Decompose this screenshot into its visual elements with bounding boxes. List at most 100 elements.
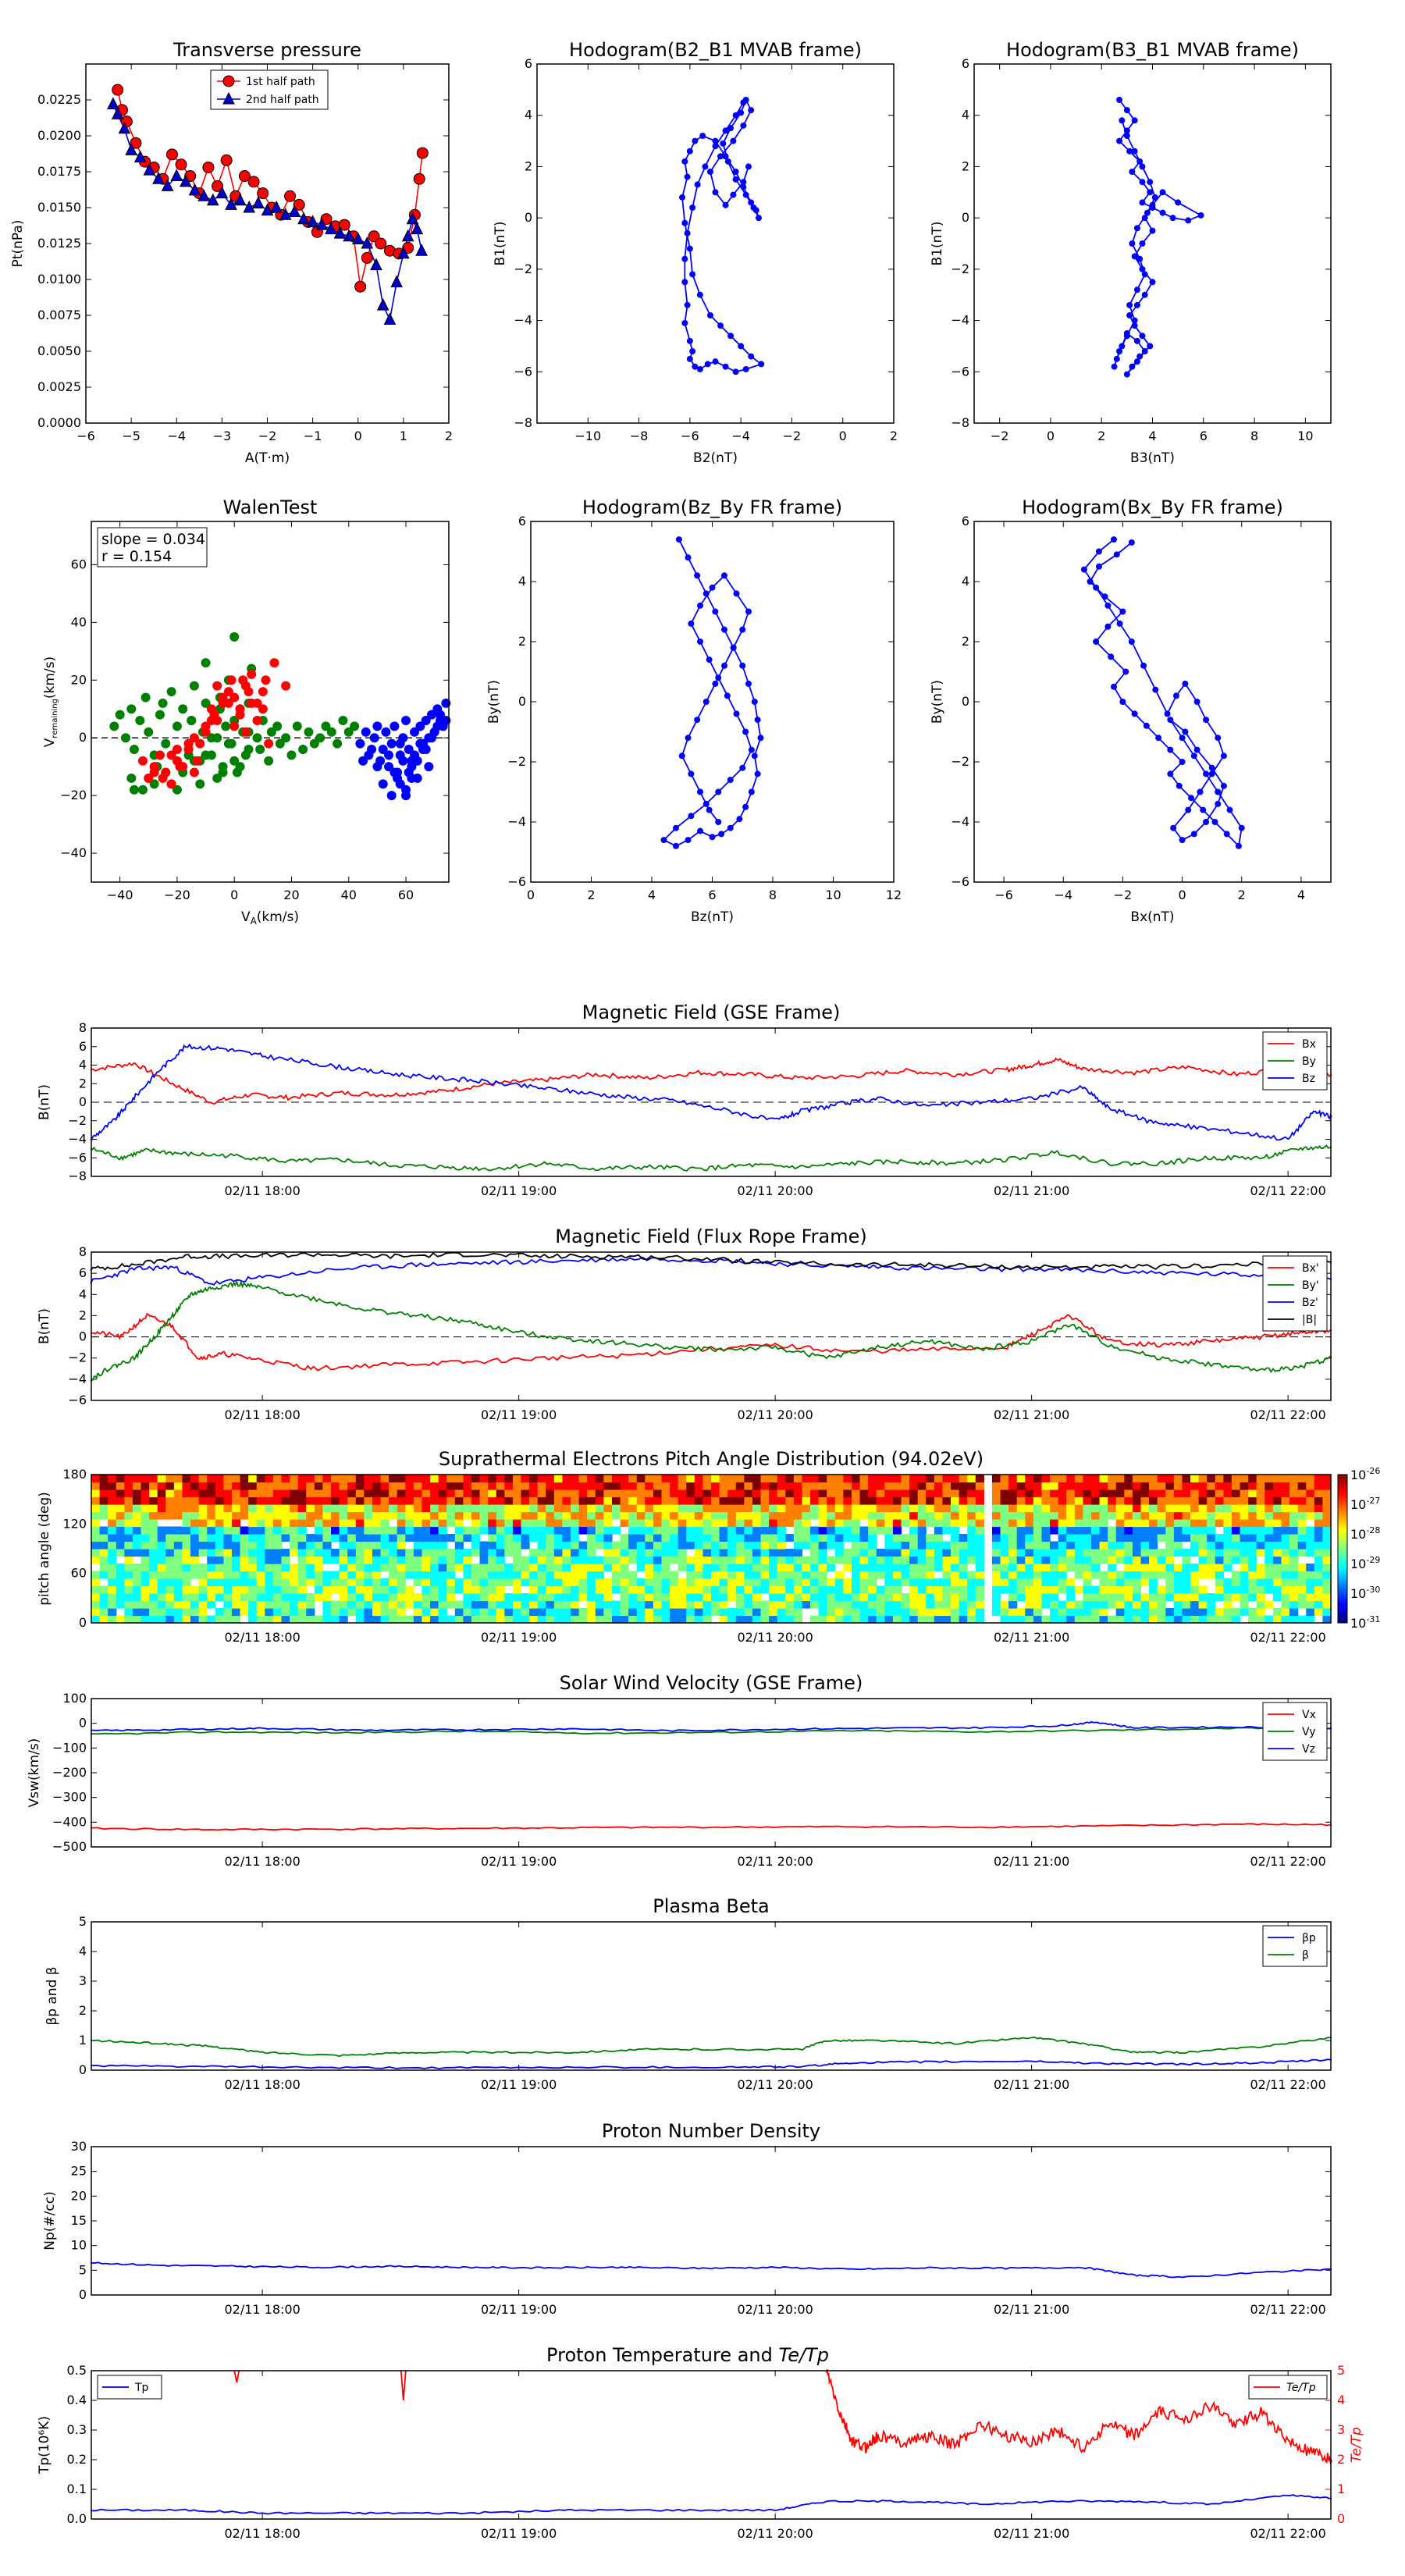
- heatmap-cell: [99, 1489, 108, 1498]
- heatmap-cell: [1066, 1519, 1076, 1528]
- heatmap-cell: [653, 1511, 663, 1520]
- hodogram-point: [679, 194, 686, 201]
- heatmap-cell: [182, 1475, 191, 1483]
- heatmap-cell: [777, 1564, 786, 1572]
- time-tick-label: 02/11 22:00: [1250, 2526, 1325, 2541]
- heatmap-cell: [1157, 1615, 1166, 1624]
- x-tick-label: −4: [167, 429, 186, 443]
- heatmap-cell: [744, 1585, 753, 1594]
- heatmap-cell: [521, 1526, 530, 1535]
- heatmap-cell: [678, 1475, 687, 1483]
- heatmap-cell: [727, 1541, 737, 1550]
- y-tick-label: 6: [518, 514, 526, 528]
- heatmap-cell: [372, 1564, 382, 1572]
- heatmap-cell: [1314, 1578, 1324, 1587]
- heatmap-cell: [364, 1578, 373, 1587]
- heatmap-cell: [99, 1600, 108, 1609]
- heatmap-cell: [553, 1519, 564, 1528]
- heatmap-cell: [173, 1511, 183, 1520]
- heatmap-cell: [140, 1571, 150, 1579]
- heatmap-cell: [1297, 1549, 1307, 1557]
- heatmap-cell: [1050, 1475, 1059, 1483]
- heatmap-cell: [1074, 1600, 1083, 1609]
- heatmap-cell: [124, 1534, 133, 1542]
- heatmap-cell: [752, 1578, 762, 1587]
- heatmap-cell: [397, 1600, 406, 1609]
- heatmap-cell: [132, 1615, 142, 1624]
- y-tick-label: 4: [79, 1286, 87, 1301]
- heatmap-cell: [735, 1585, 745, 1594]
- heatmap-cell: [446, 1475, 456, 1483]
- hodogram-point: [1197, 212, 1204, 219]
- hodogram-point: [1126, 301, 1133, 308]
- heatmap-cell: [108, 1541, 117, 1550]
- heatmap-cell: [397, 1593, 406, 1602]
- heatmap-cell: [1033, 1585, 1043, 1594]
- heatmap-cell: [636, 1504, 646, 1513]
- hodogram-point: [712, 137, 719, 144]
- heatmap-cell: [331, 1475, 340, 1483]
- x-tick-label: 0: [527, 888, 535, 902]
- hodogram-point: [1131, 253, 1138, 260]
- heatmap-cell: [1231, 1482, 1241, 1490]
- heatmap-cell: [827, 1600, 836, 1609]
- series-TeTp-spike: [400, 2370, 407, 2401]
- heatmap-cell: [265, 1534, 274, 1542]
- heatmap-cell: [876, 1489, 885, 1498]
- heatmap-cell: [1215, 1511, 1224, 1520]
- heatmap-cell: [686, 1489, 695, 1498]
- heatmap-cell: [347, 1593, 357, 1602]
- heatmap-cell: [735, 1511, 745, 1520]
- heatmap-cell: [1248, 1578, 1257, 1587]
- heatmap-cell: [546, 1585, 555, 1594]
- heatmap-cell: [1033, 1608, 1043, 1617]
- heatmap-cell: [116, 1526, 125, 1535]
- colorbar-label: 10-30: [1350, 1585, 1380, 1601]
- heatmap-cell: [389, 1564, 398, 1572]
- time-tick-label: 02/11 18:00: [224, 1854, 300, 1869]
- heatmap-cell: [546, 1504, 555, 1513]
- heatmap-cell: [397, 1534, 406, 1542]
- heatmap-cell: [537, 1519, 546, 1528]
- heatmap-cell: [653, 1534, 663, 1542]
- heatmap-cell: [645, 1504, 654, 1513]
- heatmap-cell: [1041, 1482, 1051, 1490]
- point-2nd-half: [288, 205, 301, 218]
- walen-point: [187, 716, 197, 726]
- heatmap-cell: [1074, 1511, 1083, 1520]
- heatmap-cell: [149, 1489, 158, 1498]
- heatmap-cell: [405, 1593, 414, 1602]
- heatmap-cell: [1272, 1496, 1282, 1505]
- heatmap-cell: [132, 1541, 142, 1550]
- heatmap-cell: [884, 1519, 894, 1528]
- x-tick-label: 0: [354, 429, 362, 443]
- heatmap-cell: [1306, 1511, 1315, 1520]
- heatmap-cell: [1322, 1475, 1332, 1483]
- heatmap-cell: [290, 1482, 299, 1490]
- heatmap-cell: [1231, 1585, 1241, 1594]
- heatmap-cell: [1099, 1519, 1108, 1528]
- heatmap-cell: [909, 1615, 919, 1624]
- heatmap-cell: [108, 1608, 117, 1617]
- heatmap-cell: [1058, 1511, 1067, 1520]
- heatmap-cell: [240, 1556, 249, 1564]
- heatmap-cell: [670, 1504, 679, 1513]
- heatmap-cell: [198, 1489, 208, 1498]
- heatmap-cell: [1256, 1496, 1265, 1505]
- heatmap-cell: [281, 1593, 290, 1602]
- heatmap-cell: [140, 1534, 150, 1542]
- heatmap-cell: [653, 1564, 663, 1572]
- heatmap-cell: [149, 1482, 158, 1490]
- heatmap-cell: [926, 1541, 935, 1550]
- heatmap-cell: [1198, 1556, 1208, 1564]
- heatmap-cell: [190, 1571, 200, 1579]
- hodogram-point: [742, 803, 749, 810]
- walen-point: [367, 744, 377, 754]
- hodogram-point: [1116, 97, 1123, 103]
- heatmap-cell: [802, 1496, 811, 1505]
- heatmap-cell: [1025, 1504, 1034, 1513]
- heatmap-cell: [331, 1556, 340, 1564]
- point-1st-half: [130, 137, 142, 149]
- heatmap-cell: [760, 1534, 770, 1542]
- heatmap-cell: [752, 1541, 762, 1550]
